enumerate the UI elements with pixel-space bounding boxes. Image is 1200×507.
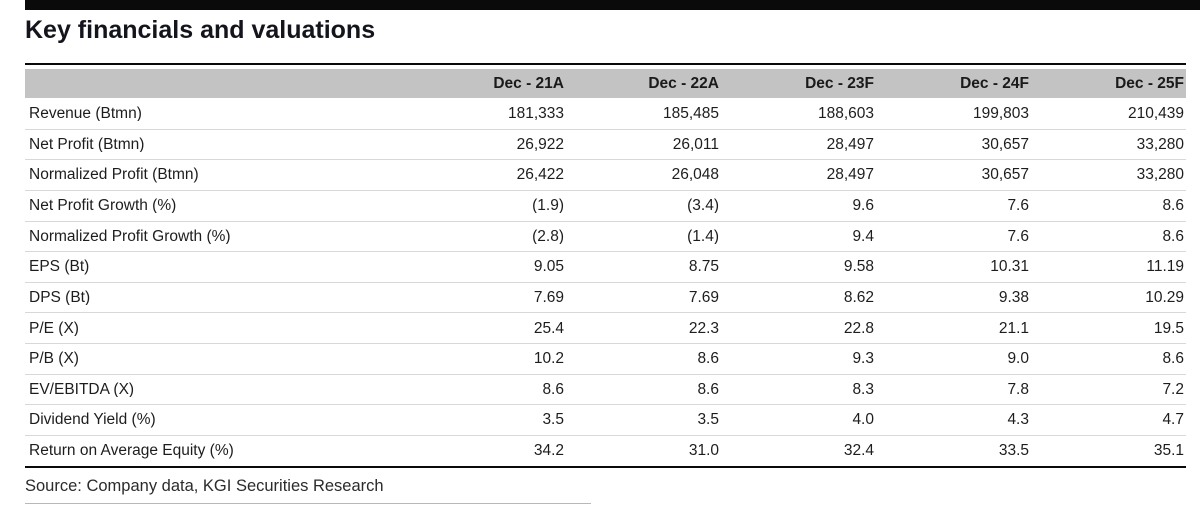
- cell-value: 8.75: [688, 259, 719, 275]
- cell-value: 7.8: [1007, 381, 1029, 398]
- table-row: Normalized Profit (Btmn) 26,422 26,048 28,4…: [25, 159, 1186, 190]
- cell-value: 26,422: [516, 167, 564, 183]
- cell-value: (1.9): [532, 197, 564, 214]
- row-label: EV/EBITDA (X): [29, 381, 135, 398]
- cell-value: 9.6: [852, 197, 874, 214]
- table-header-row: Dec - 21A Dec - 22A Dec - 23F Dec - 24F Dec …: [25, 69, 1186, 98]
- row-label: Normalized Profit (Btmn): [29, 167, 199, 183]
- cell-value: 9.0: [1007, 351, 1029, 367]
- cell-value: 25.4: [533, 320, 564, 337]
- cell-value: 3.5: [542, 412, 564, 428]
- cell-value: 10.29: [1145, 289, 1184, 306]
- table-row: Dividend Yield (%) 3.5 3.5 4.0 4.3 4.7: [25, 404, 1186, 436]
- cell-value: 8.6: [1162, 197, 1184, 214]
- cell-value: 9.38: [998, 289, 1029, 306]
- table-row: P/B (X) 10.2 8.6 9.3 9.0 8.6: [25, 343, 1186, 374]
- page-title: Key financials and valuations: [25, 16, 376, 44]
- row-label: Normalized Profit Growth (%): [29, 228, 231, 245]
- cell-value: 199,803: [972, 105, 1029, 122]
- cell-value: 22.3: [688, 320, 719, 337]
- bottom-divider: [25, 503, 591, 504]
- cell-value: 7.69: [688, 289, 719, 306]
- cell-value: 8.6: [697, 381, 719, 398]
- cell-value: 10.2: [533, 351, 564, 367]
- source-note: Source: Company data, KGI Securities Res…: [25, 477, 384, 495]
- cell-value: 188,603: [817, 105, 874, 122]
- table-row: Revenue (Btmn) 181,333 185,485 188,603 199,8…: [25, 98, 1186, 129]
- cell-value: 4.7: [1162, 412, 1184, 428]
- row-label: DPS (Bt): [29, 289, 91, 306]
- table-row: EPS (Bt) 9.05 8.75 9.58 10.31 11.19: [25, 251, 1186, 282]
- cell-value: 19.5: [1153, 320, 1184, 337]
- row-label: Dividend Yield (%): [29, 412, 156, 428]
- cell-value: 30,657: [981, 167, 1029, 183]
- table-row: Net Profit (Btmn) 26,922 26,011 28,497 30,65…: [25, 128, 1186, 160]
- column-header: Dec - 23F: [805, 75, 874, 92]
- cell-value: 26,011: [672, 136, 719, 153]
- cell-value: (2.8): [532, 228, 564, 245]
- financials-table: Dec - 21A Dec - 22A Dec - 23F Dec - 24F Dec …: [25, 69, 1186, 468]
- cell-value: 31.0: [688, 443, 719, 459]
- cell-value: 9.4: [852, 228, 874, 245]
- column-header: Dec - 24F: [960, 75, 1029, 92]
- row-label: Return on Average Equity (%): [29, 443, 234, 459]
- cell-value: 4.3: [1007, 412, 1029, 428]
- cell-value: 4.0: [852, 412, 874, 428]
- cell-value: (3.4): [687, 197, 719, 214]
- cell-value: 11.19: [1146, 259, 1184, 275]
- cell-value: 9.58: [843, 259, 874, 275]
- cell-value: 8.62: [843, 289, 874, 306]
- row-label: P/E (X): [29, 320, 79, 337]
- cell-value: 33,280: [1136, 167, 1184, 183]
- cell-value: 35.1: [1153, 443, 1184, 459]
- cell-value: (1.4): [687, 228, 719, 245]
- table-row: Normalized Profit Growth (%) (2.8) (1.4) 9.…: [25, 220, 1186, 252]
- cell-value: 32.4: [843, 443, 874, 459]
- cell-value: 26,048: [671, 167, 719, 183]
- cell-value: 8.3: [852, 381, 874, 398]
- cell-value: 30,657: [981, 136, 1029, 153]
- cell-value: 8.6: [1162, 351, 1184, 367]
- row-label: Net Profit Growth (%): [29, 197, 177, 214]
- cell-value: 22.8: [843, 320, 874, 337]
- cell-value: 185,485: [662, 105, 719, 122]
- cell-value: 7.69: [533, 289, 564, 306]
- cell-value: 10.31: [990, 259, 1029, 275]
- cell-value: 8.6: [542, 381, 564, 398]
- row-label: EPS (Bt): [29, 259, 90, 275]
- cell-value: 181,333: [507, 105, 564, 122]
- column-header: Dec - 22A: [648, 75, 719, 92]
- cell-value: 210,439: [1127, 105, 1184, 122]
- cell-value: 3.5: [697, 412, 719, 428]
- cell-value: 26,922: [516, 136, 564, 153]
- cell-value: 33.5: [998, 443, 1029, 459]
- row-label: Net Profit (Btmn): [29, 136, 145, 153]
- table-row: Return on Average Equity (%) 34.2 31.0 32.4…: [25, 435, 1186, 466]
- table-row: Net Profit Growth (%) (1.9) (3.4) 9.6 7.6 8.6: [25, 189, 1186, 221]
- cell-value: 8.6: [1162, 228, 1184, 245]
- cell-value: 33,280: [1136, 136, 1184, 153]
- cell-value: 7.6: [1007, 197, 1029, 214]
- table-row: P/E (X) 25.4 22.3 22.8 21.1 19.5: [25, 312, 1186, 344]
- cell-value: 21.1: [998, 320, 1029, 337]
- cell-value: 28,497: [826, 167, 874, 183]
- table-row: DPS (Bt) 7.69 7.69 8.62 9.38 10.29: [25, 281, 1186, 313]
- cell-value: 9.05: [533, 259, 564, 275]
- cell-value: 7.2: [1162, 381, 1184, 398]
- cell-value: 9.3: [852, 351, 874, 367]
- row-label: Revenue (Btmn): [29, 105, 142, 122]
- cell-value: 34.2: [533, 443, 564, 459]
- table-row: EV/EBITDA (X) 8.6 8.6 8.3 7.8 7.2: [25, 373, 1186, 405]
- row-label: P/B (X): [29, 351, 79, 367]
- column-header: Dec - 21A: [493, 75, 564, 92]
- title-divider: [25, 63, 1186, 65]
- column-header: Dec - 25F: [1115, 75, 1184, 92]
- cell-value: 8.6: [697, 351, 719, 367]
- table-body: Revenue (Btmn) 181,333 185,485 188,603 199,8…: [25, 98, 1186, 466]
- cell-value: 28,497: [826, 136, 874, 153]
- top-black-bar: [25, 0, 1200, 10]
- cell-value: 7.6: [1007, 228, 1029, 245]
